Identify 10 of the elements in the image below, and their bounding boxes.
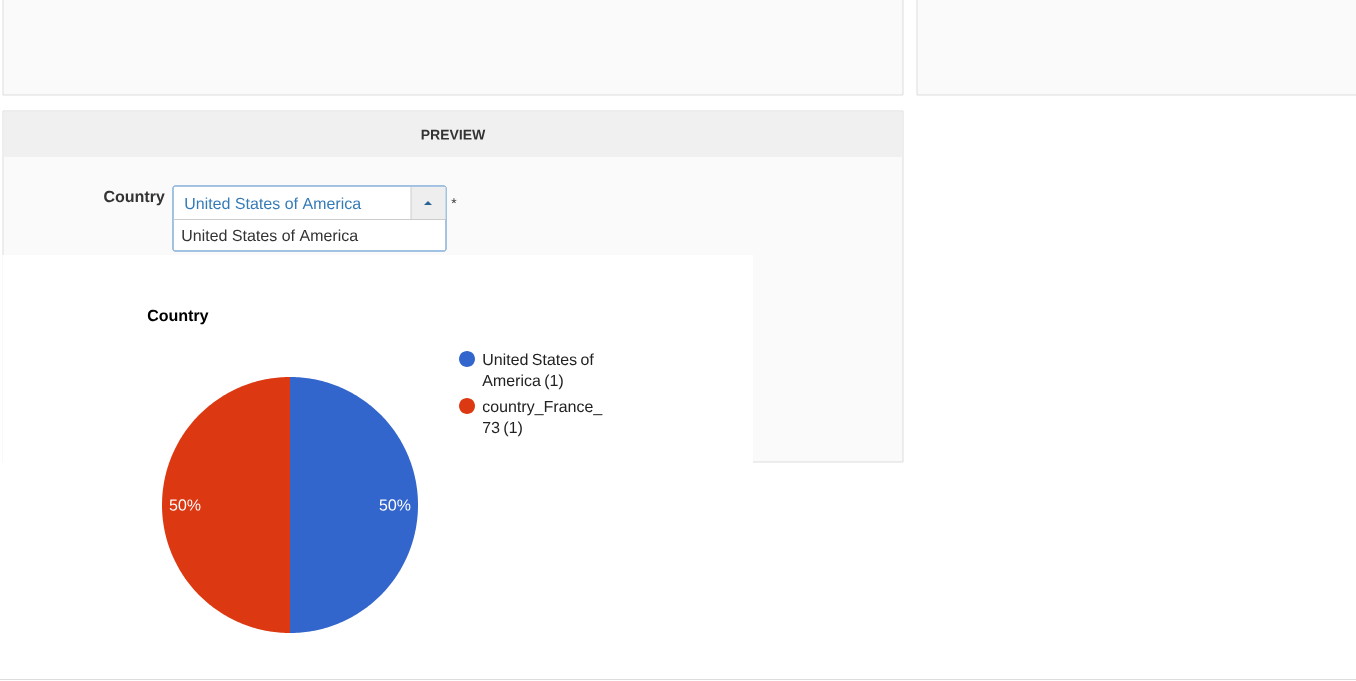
text: United States of America — [185, 197, 362, 210]
text: United States of America — [182, 229, 359, 242]
data-label: 50% — [169, 499, 201, 511]
data-label: 50% — [379, 499, 411, 511]
legend-label: United States of America (1) — [482, 353, 594, 390]
legend-label: country_France_73 (1) — [482, 400, 603, 437]
text: Country — [104, 190, 165, 206]
chart-title: Country — [147, 309, 209, 325]
text: * — [451, 198, 457, 204]
text: PREVIEW — [421, 129, 486, 140]
